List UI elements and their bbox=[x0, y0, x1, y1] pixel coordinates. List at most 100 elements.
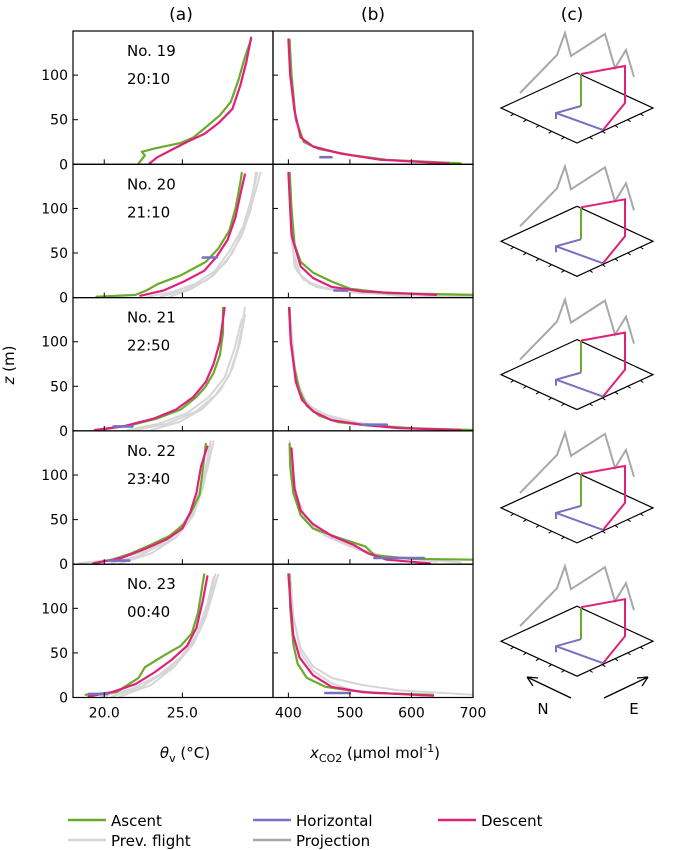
flight-number: No. 21 bbox=[127, 309, 176, 327]
panel-series bbox=[95, 171, 262, 298]
projection-line bbox=[519, 562, 635, 627]
descent-segment bbox=[580, 598, 626, 664]
trajectory-tick bbox=[548, 397, 552, 401]
trajectory-tick bbox=[589, 536, 593, 540]
trajectory-tick bbox=[640, 513, 644, 517]
descent-line bbox=[92, 445, 209, 565]
y-tick-label: 100 bbox=[41, 468, 68, 484]
y-tick-label: 0 bbox=[59, 291, 68, 307]
horizontal-segment bbox=[555, 112, 604, 131]
ascent-line bbox=[288, 573, 435, 696]
panel-theta-3: 0 50 100 No. 21 22:50 bbox=[41, 297, 274, 440]
trajectory-tick bbox=[535, 658, 540, 662]
y-axis-label-var: z bbox=[0, 375, 18, 385]
trajectory-box-floor bbox=[499, 472, 655, 544]
column-label-b: (b) bbox=[361, 5, 385, 25]
trajectory-tick bbox=[561, 669, 565, 673]
descent-segment bbox=[580, 198, 626, 264]
trajectory-tick bbox=[510, 246, 514, 250]
panel-series bbox=[137, 36, 253, 165]
prev-flight-line-3 bbox=[288, 171, 413, 298]
x-axis-label-co2-sub: CO2 bbox=[319, 752, 342, 765]
trajectory-panel-3 bbox=[499, 296, 655, 411]
trajectory-tick bbox=[548, 530, 552, 534]
descent-line bbox=[148, 36, 253, 165]
compass bbox=[526, 676, 649, 699]
trajectory-tick bbox=[627, 519, 631, 522]
trajectory-panel-4 bbox=[499, 429, 655, 544]
y-tick-label: 100 bbox=[41, 601, 68, 617]
trajectory-tick bbox=[640, 246, 644, 250]
trajectory-tick bbox=[602, 130, 606, 134]
x-axis-label-theta-unit: (°C) bbox=[176, 744, 210, 762]
flight-time: 23:40 bbox=[127, 470, 170, 488]
x-axis-label-theta-sub: v bbox=[169, 752, 176, 765]
descent-line bbox=[287, 306, 462, 431]
projection-line bbox=[519, 162, 635, 227]
trajectory-box-floor bbox=[499, 605, 655, 677]
trajectory-tick bbox=[535, 125, 540, 128]
y-tick-label: 50 bbox=[50, 246, 68, 262]
ascent-line bbox=[96, 442, 207, 564]
trajectory-tick bbox=[523, 252, 527, 256]
trajectory-tick bbox=[510, 380, 514, 383]
descent-line bbox=[93, 306, 226, 431]
trajectory-panel-1 bbox=[499, 29, 655, 144]
panel-theta-4: 0 50 100 No. 22 23:40 bbox=[41, 430, 274, 573]
ascent-line bbox=[137, 38, 253, 165]
legend: Ascent Prev. flight Horizontal Projectio… bbox=[68, 812, 543, 850]
panel-co2-2 bbox=[272, 163, 474, 299]
trajectory-tick bbox=[523, 652, 527, 656]
trajectory-tick bbox=[589, 669, 593, 673]
panel-theta-2: 0 50 100 No. 20 21:10 bbox=[41, 163, 274, 307]
panel-series bbox=[287, 306, 473, 431]
trajectory-tick bbox=[589, 136, 593, 140]
descent-line bbox=[287, 38, 450, 165]
compass-east-arrowhead bbox=[636, 676, 649, 687]
trajectory-tick bbox=[510, 113, 514, 117]
prev-flight-line-1 bbox=[147, 171, 259, 298]
legend-label-ascent: Ascent bbox=[111, 812, 162, 830]
trajectory-tick bbox=[523, 119, 527, 123]
legend-label-prev-flight: Prev. flight bbox=[111, 832, 191, 850]
trajectory-tick bbox=[523, 519, 527, 522]
horizontal-segment bbox=[555, 645, 604, 665]
trajectory-box-floor bbox=[499, 205, 655, 277]
descent-line bbox=[287, 171, 438, 296]
panel-frame bbox=[272, 297, 474, 432]
trajectory-tick bbox=[561, 136, 565, 140]
panel-co2-5: 400 500 600 700 bbox=[272, 563, 486, 722]
trajectory-tick bbox=[627, 385, 631, 389]
trajectory-tick bbox=[535, 391, 540, 395]
flight-number: No. 23 bbox=[127, 575, 176, 593]
panel-series bbox=[93, 306, 246, 431]
panel-series bbox=[287, 573, 473, 697]
y-tick-label: 0 bbox=[59, 424, 68, 440]
prev-flight-line-2 bbox=[289, 322, 425, 431]
y-tick-label: 100 bbox=[41, 201, 68, 217]
ascent-line bbox=[288, 171, 473, 296]
trajectory-tick bbox=[561, 403, 565, 407]
x-axis-label-co2-sup: -1 bbox=[423, 742, 434, 755]
prev-flight-line-2 bbox=[118, 440, 215, 565]
prev-flight-line-2 bbox=[118, 573, 220, 698]
trajectory-panel-5 bbox=[499, 562, 655, 677]
compass-north-label: N bbox=[537, 700, 548, 718]
flight-time: 00:40 bbox=[127, 603, 170, 621]
y-tick-label: 100 bbox=[41, 68, 68, 84]
trajectory-tick bbox=[602, 664, 606, 667]
trajectory-tick bbox=[614, 125, 619, 128]
trajectory-tick bbox=[602, 530, 606, 534]
y-tick-label: 50 bbox=[50, 379, 68, 395]
trajectory-tick bbox=[523, 385, 527, 389]
trajectory-tick bbox=[561, 270, 565, 273]
ascent-line bbox=[288, 38, 462, 165]
ascent-line bbox=[95, 171, 243, 298]
descent-line bbox=[87, 575, 209, 698]
y-tick-label: 50 bbox=[50, 646, 68, 662]
trajectory-box-floor bbox=[499, 72, 655, 144]
trajectory-tick bbox=[614, 258, 619, 262]
descent-segment bbox=[580, 464, 626, 531]
prev-flight-line-3 bbox=[126, 318, 243, 431]
ascent-line bbox=[288, 306, 473, 431]
